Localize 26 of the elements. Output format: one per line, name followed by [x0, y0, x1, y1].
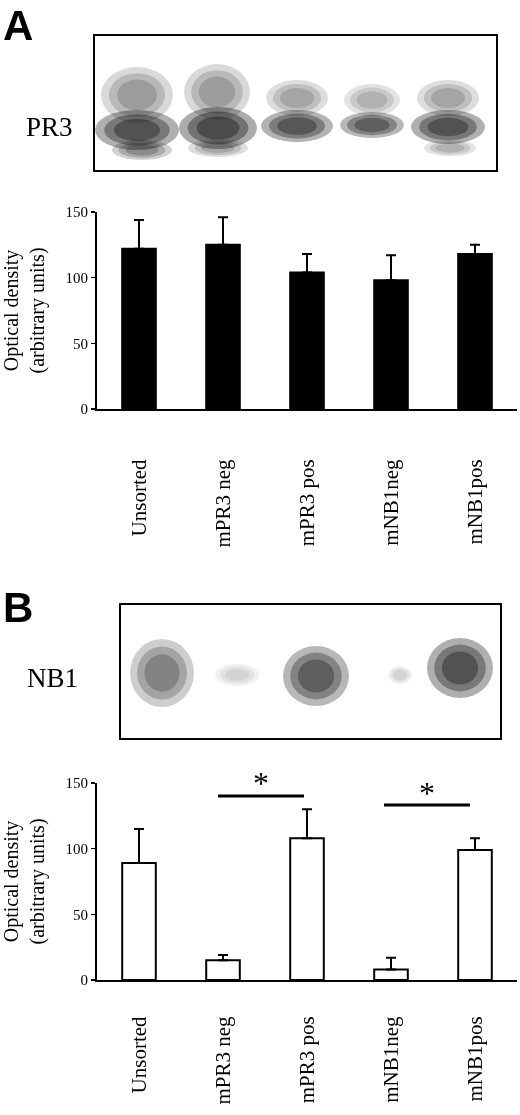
y-axis-title: Optical density (arbitrary units) — [0, 818, 49, 945]
y-tick-label: 150 — [65, 204, 88, 221]
y-tick-label: 50 — [73, 335, 88, 352]
x-tick-label: Unsorted — [126, 1015, 151, 1094]
y-tick-label: 50 — [73, 906, 88, 923]
x-tick-label: mPR3 neg — [210, 1015, 235, 1105]
x-tick-label: mPR3 neg — [210, 458, 235, 548]
x-tick-label: mPR3 pos — [294, 1016, 319, 1104]
text: NB1 — [27, 663, 79, 693]
chart-title: A — [3, 2, 34, 49]
x-tick-label: mNB1pos — [462, 459, 487, 545]
y-tick-label: 0 — [80, 401, 88, 418]
y-tick-label: 0 — [80, 972, 88, 989]
chart-title: B — [3, 584, 34, 631]
annotation: * — [419, 775, 435, 811]
x-tick-label: mNB1neg — [378, 458, 403, 546]
text: PR3 — [26, 112, 73, 142]
y-tick-label: 150 — [65, 775, 88, 792]
annotation: * — [253, 765, 269, 801]
x-tick-label: mNB1neg — [378, 1015, 403, 1103]
x-tick-label: mNB1pos — [462, 1016, 487, 1102]
y-axis-title: Optical density (arbitrary units) — [0, 247, 49, 374]
y-tick-label: 100 — [65, 269, 88, 286]
y-tick-label: 100 — [65, 840, 88, 857]
x-tick-label: Unsorted — [126, 458, 151, 537]
x-tick-label: mPR3 pos — [294, 459, 319, 547]
